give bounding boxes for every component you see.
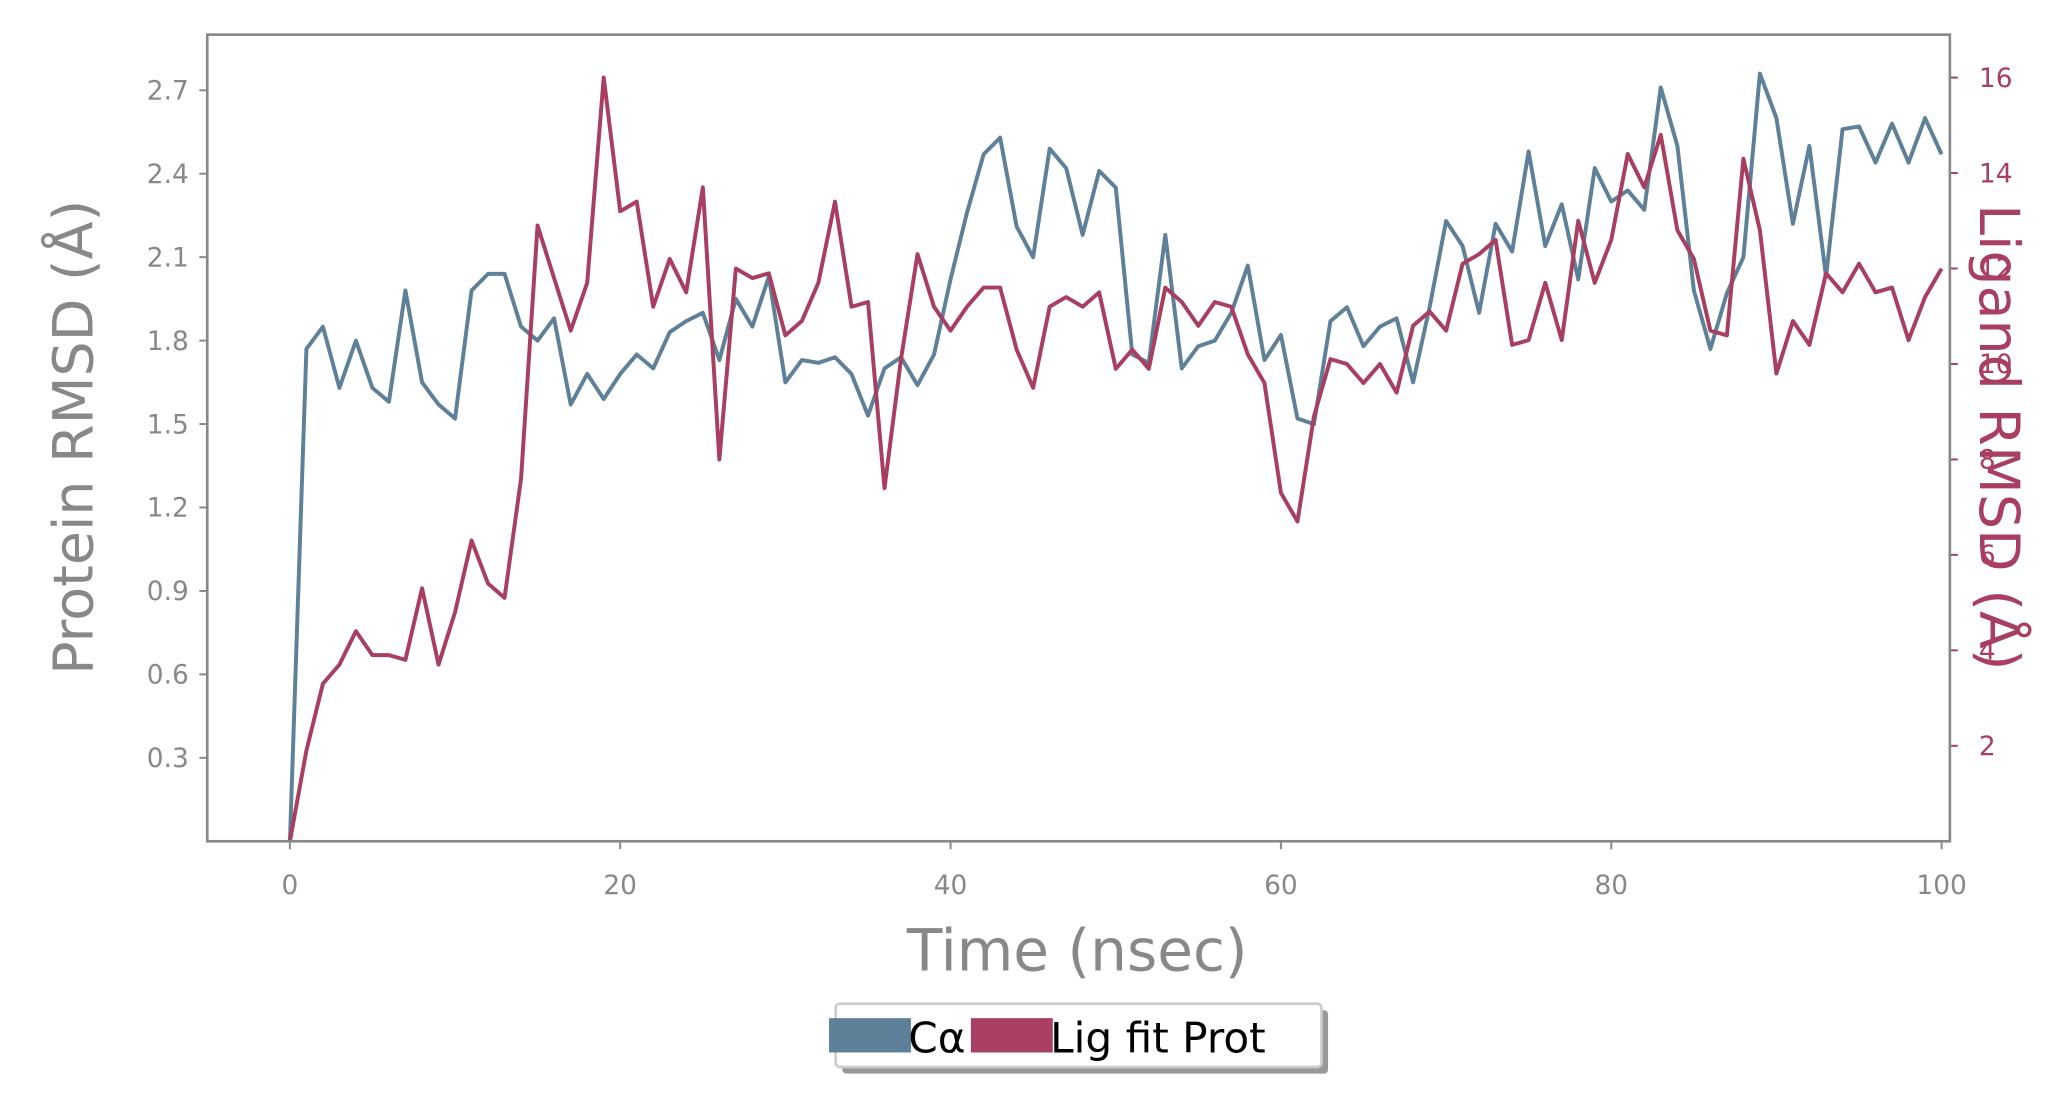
- y2-axis-label: Ligand RMSD (Å): [1966, 204, 2032, 670]
- y-tick-label: 0.3: [147, 743, 189, 774]
- legend-label: Cα: [908, 1013, 965, 1062]
- plot-frame: [205, 33, 1952, 843]
- legend-label: Lig fit Prot: [1050, 1013, 1266, 1062]
- series-line: [287, 71, 1944, 842]
- y-tick-label: 1.8: [147, 326, 189, 357]
- y2-tick-label: 16: [1979, 63, 2013, 94]
- y2-tick-label: 2: [1979, 731, 1996, 762]
- x-tick-label: 100: [1916, 870, 1966, 901]
- y-tick-label: 2.7: [147, 76, 189, 107]
- y-tick-label: 0.9: [147, 576, 189, 607]
- x-tick-label: 20: [603, 870, 637, 901]
- y2-tick-label: 12: [1979, 254, 2013, 285]
- x-tick-label: 80: [1594, 870, 1628, 901]
- legend-swatch: [970, 1018, 1053, 1053]
- y-tick-label: 1.2: [147, 493, 189, 524]
- legend-swatch: [829, 1018, 911, 1053]
- y-tick-label: 2.1: [147, 242, 189, 273]
- series-line: [287, 75, 1944, 842]
- y2-tick-label: 8: [1979, 445, 1996, 476]
- x-tick-label: 40: [934, 870, 968, 901]
- y2-tick-label: 4: [1979, 636, 1996, 667]
- y-tick-label: 0.6: [147, 660, 189, 691]
- y-tick-label: 1.5: [147, 409, 189, 440]
- y2-tick-label: 6: [1979, 540, 1996, 571]
- x-tick-label: 60: [1264, 870, 1298, 901]
- x-tick-label: 0: [281, 870, 298, 901]
- y2-tick-label: 10: [1979, 349, 2013, 380]
- y-tick-label: 2.4: [147, 159, 189, 190]
- y-axis-label: Protein RMSD (Å): [40, 200, 106, 675]
- x-axis-label: Time (nsec): [906, 917, 1248, 985]
- y2-tick-label: 14: [1979, 158, 2013, 189]
